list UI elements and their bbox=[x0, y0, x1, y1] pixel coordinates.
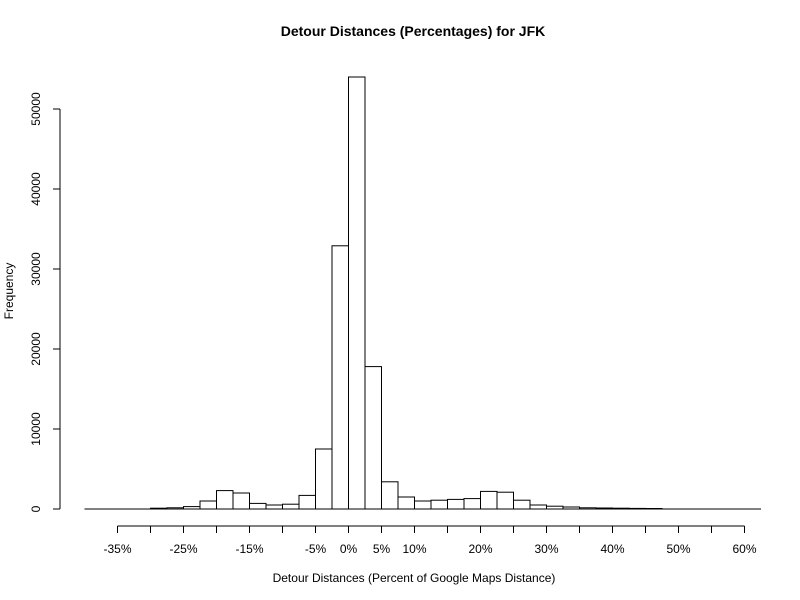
histogram-bar-11 bbox=[331, 245, 349, 510]
histogram-bar-22 bbox=[513, 499, 531, 510]
chart-title: Detour Distances (Percentages) for JFK bbox=[281, 23, 546, 39]
x-tick-label-0: -35% bbox=[103, 542, 131, 556]
histogram-bar-13 bbox=[364, 366, 382, 510]
x-axis-ticks: -35% -25% -15% -5% 0% 5% 10% 20% 30% 40% 50% 60% bbox=[103, 526, 757, 556]
histogram-bar-10 bbox=[315, 448, 333, 510]
x-tick-label-15: 40% bbox=[600, 542, 624, 556]
y-tick-label-3: 30000 bbox=[29, 252, 43, 286]
histogram-bar-4 bbox=[216, 490, 234, 510]
x-axis-label: Detour Distances (Percent of Google Maps… bbox=[273, 571, 556, 585]
x-tick-label-9: 10% bbox=[402, 542, 426, 556]
histogram-bar-7 bbox=[265, 504, 283, 510]
histogram-bars bbox=[150, 76, 663, 510]
x-tick-label-11: 20% bbox=[468, 542, 492, 556]
y-axis-label: Frequency bbox=[2, 263, 16, 320]
y-tick-label-5: 50000 bbox=[29, 92, 43, 126]
x-tick-label-17: 50% bbox=[666, 542, 690, 556]
x-tick-label-19: 60% bbox=[732, 542, 756, 556]
histogram-bar-8 bbox=[282, 503, 300, 510]
x-tick-label-7: 0% bbox=[340, 542, 358, 556]
x-tick-label-13: 30% bbox=[534, 542, 558, 556]
x-tick-label-8: 5% bbox=[373, 542, 391, 556]
histogram-bar-19 bbox=[463, 498, 481, 510]
histogram-bar-16 bbox=[414, 500, 432, 510]
histogram-bar-12 bbox=[348, 76, 366, 510]
y-axis-ticks: 0 10000 20000 30000 40000 50000 bbox=[29, 92, 60, 512]
histogram-bar-21 bbox=[496, 491, 514, 510]
histogram-bar-17 bbox=[430, 499, 448, 510]
histogram-bar-20 bbox=[480, 490, 498, 510]
histogram-bar-23 bbox=[529, 504, 547, 510]
x-tick-label-6: -5% bbox=[305, 542, 327, 556]
x-tick-label-2: -25% bbox=[169, 542, 197, 556]
histogram-bar-5 bbox=[232, 492, 250, 510]
histogram-bar-14 bbox=[381, 481, 399, 510]
y-tick-label-1: 10000 bbox=[29, 412, 43, 446]
histogram-bar-15 bbox=[397, 496, 415, 510]
x-tick-label-4: -15% bbox=[235, 542, 263, 556]
histogram-bar-9 bbox=[298, 494, 316, 510]
y-tick-label-0: 0 bbox=[29, 505, 43, 512]
y-tick-label-2: 20000 bbox=[29, 332, 43, 366]
histogram-bar-6 bbox=[249, 502, 267, 510]
histogram-bar-3 bbox=[199, 500, 217, 510]
y-tick-label-4: 40000 bbox=[29, 172, 43, 206]
histogram-bar-18 bbox=[447, 498, 465, 510]
